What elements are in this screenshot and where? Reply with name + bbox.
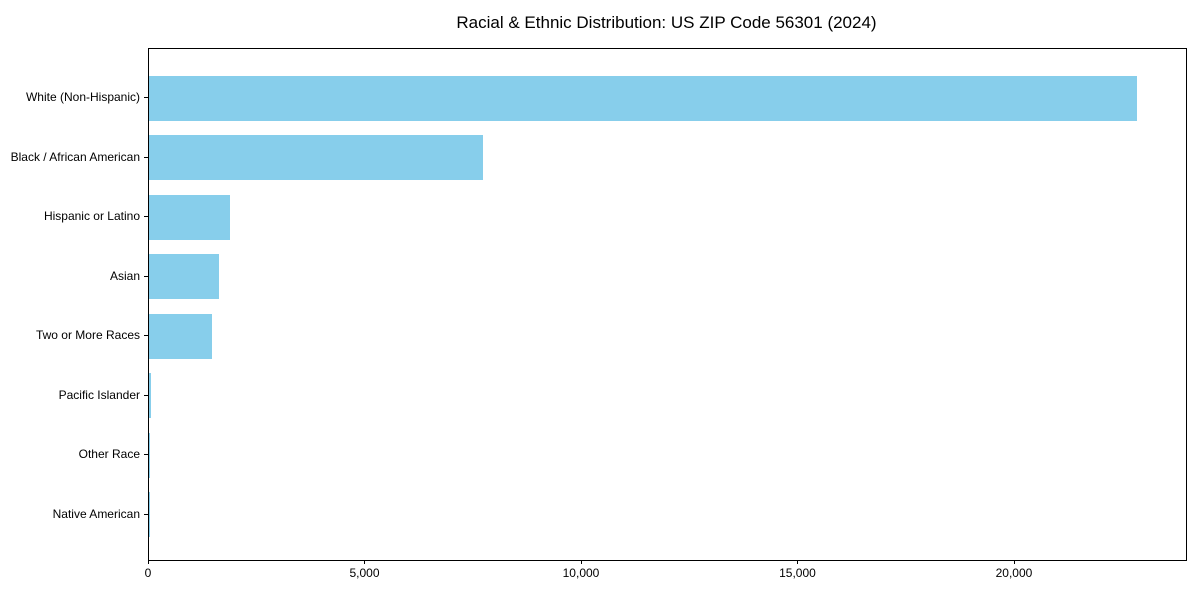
y-tick-label: Asian <box>109 268 140 283</box>
bar <box>149 373 151 419</box>
x-tick-label: 10,000 <box>562 566 600 580</box>
x-tick-mark <box>797 560 799 564</box>
bar <box>149 254 220 300</box>
bar <box>149 194 230 240</box>
bar <box>149 313 212 359</box>
x-tick-mark <box>580 560 582 564</box>
y-tick-mark <box>144 97 148 98</box>
x-tick-mark <box>148 560 149 564</box>
y-tick-mark <box>144 454 148 456</box>
chart-title: Racial & Ethnic Distribution: US ZIP Cod… <box>456 13 877 32</box>
y-tick-label: Pacific Islander <box>58 387 140 402</box>
x-tick-label: 0 <box>144 566 152 580</box>
x-tick-mark <box>1013 560 1015 564</box>
y-tick-label: Other Race <box>78 447 140 462</box>
x-tick-label: 20,000 <box>995 566 1033 580</box>
y-tick-label: Black / African American <box>10 149 140 164</box>
y-tick-label: White (Non-Hispanic) <box>25 90 140 104</box>
bar <box>149 432 150 478</box>
y-tick-label: Two or More Races <box>35 328 140 343</box>
y-tick-mark <box>144 156 148 158</box>
x-tick-label: 15,000 <box>779 566 816 580</box>
x-tick-label: 5,000 <box>349 566 380 580</box>
x-tick-mark <box>364 560 366 564</box>
y-tick-mark <box>144 335 148 337</box>
y-tick-label: Hispanic or Latino <box>43 209 140 224</box>
y-tick-mark <box>144 216 148 218</box>
y-tick-mark <box>144 513 148 515</box>
plot-area <box>148 48 1187 561</box>
bar <box>149 135 484 181</box>
y-tick-mark <box>144 275 148 277</box>
bar <box>149 75 1138 121</box>
y-tick-label: Native American <box>52 506 140 521</box>
y-tick-mark <box>144 394 148 396</box>
